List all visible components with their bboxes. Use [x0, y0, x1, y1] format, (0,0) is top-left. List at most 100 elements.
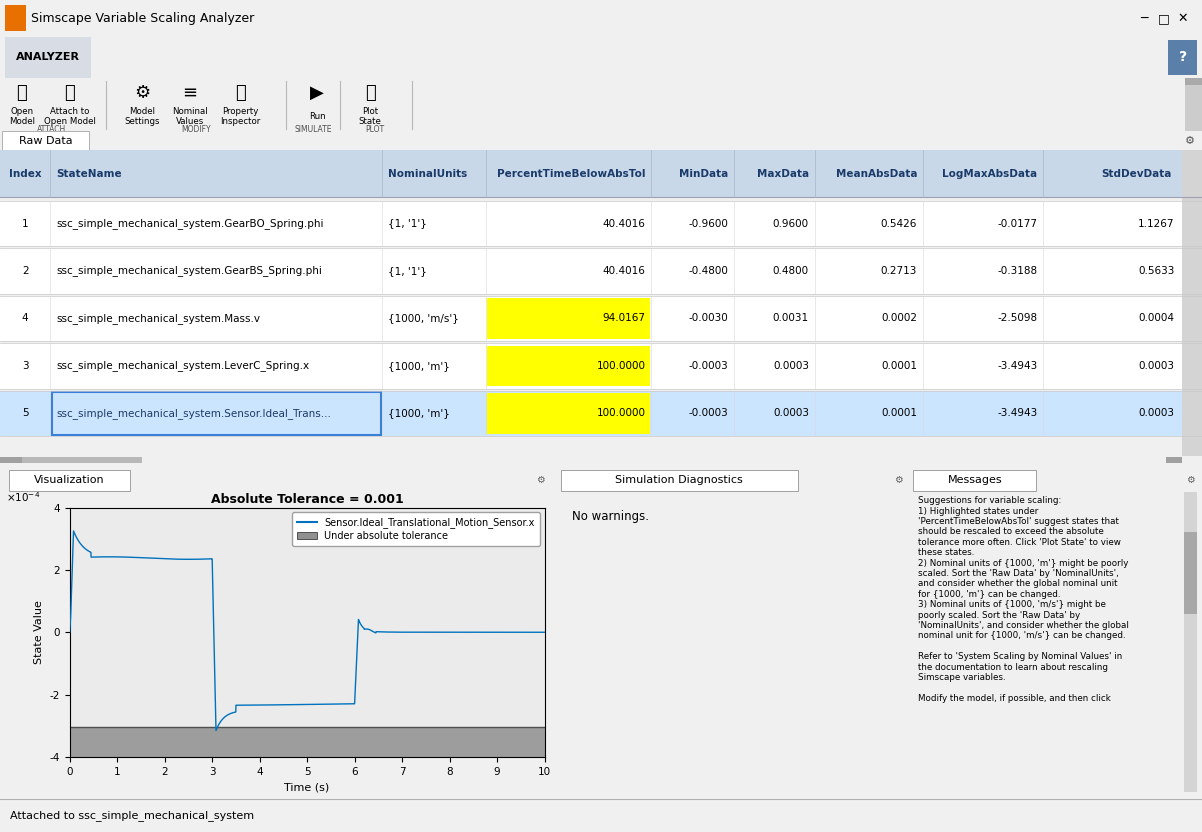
Text: 40.4016: 40.4016: [602, 266, 645, 276]
Text: ANALYZER: ANALYZER: [16, 52, 81, 62]
Text: 0.5426: 0.5426: [881, 219, 917, 229]
Text: 0.5633: 0.5633: [1138, 266, 1174, 276]
Bar: [0, 201, 1202, 246]
Text: MODIFY: MODIFY: [182, 125, 210, 134]
Text: -0.0177: -0.0177: [998, 219, 1037, 229]
Text: -0.9600: -0.9600: [689, 219, 728, 229]
Text: 100.0000: 100.0000: [596, 361, 645, 371]
Text: 0.4800: 0.4800: [773, 266, 809, 276]
Text: 1.1267: 1.1267: [1138, 219, 1174, 229]
Text: StateName: StateName: [56, 169, 123, 179]
Text: -0.0003: -0.0003: [689, 361, 728, 371]
Legend: Sensor.Ideal_Translational_Motion_Sensor.x, Under absolute tolerance: Sensor.Ideal_Translational_Motion_Sensor…: [292, 513, 540, 546]
Bar: [1185, 78, 1202, 85]
Text: Open
Model: Open Model: [8, 106, 35, 126]
Text: 2: 2: [22, 266, 29, 276]
Text: {1000, 'm'}: {1000, 'm'}: [388, 361, 450, 371]
Text: Attached to ssc_simple_mechanical_system: Attached to ssc_simple_mechanical_system: [10, 810, 254, 821]
Text: Property
Inspector: Property Inspector: [220, 106, 261, 126]
Text: ⚙: ⚙: [1185, 136, 1195, 146]
Text: ssc_simple_mechanical_system.Sensor.Ideal_Trans...: ssc_simple_mechanical_system.Sensor.Idea…: [56, 408, 332, 418]
Text: ssc_simple_mechanical_system.GearBO_Spring.phi: ssc_simple_mechanical_system.GearBO_Spri…: [56, 218, 325, 229]
Text: MaxData: MaxData: [757, 169, 809, 179]
Text: 0.0004: 0.0004: [1138, 314, 1174, 324]
Text: Raw Data: Raw Data: [19, 136, 72, 146]
Text: ➕: ➕: [65, 84, 75, 102]
Bar: [52, 392, 381, 435]
Text: 0.0003: 0.0003: [1138, 361, 1174, 371]
Text: Run: Run: [309, 112, 326, 121]
Bar: [5, 37, 91, 78]
Text: Attach to
Open Model: Attach to Open Model: [43, 106, 96, 126]
Text: Visualization: Visualization: [34, 475, 105, 485]
Text: PercentTimeBelowAbsTol: PercentTimeBelowAbsTol: [496, 169, 645, 179]
Text: 🔎: 🔎: [236, 84, 245, 102]
Title: Absolute Tolerance = 0.001: Absolute Tolerance = 0.001: [210, 493, 404, 507]
Text: ≡: ≡: [183, 84, 197, 102]
Text: ⚙: ⚙: [133, 84, 150, 102]
Text: 94.0167: 94.0167: [602, 314, 645, 324]
Text: {1, '1'}: {1, '1'}: [388, 219, 427, 229]
Text: $\times10^{-4}$: $\times10^{-4}$: [6, 490, 40, 503]
Text: Plot
State: Plot State: [358, 106, 382, 126]
Bar: [1166, 457, 1182, 463]
Text: MeanAbsData: MeanAbsData: [835, 169, 917, 179]
Text: Simscape Variable Scaling Analyzer: Simscape Variable Scaling Analyzer: [31, 12, 255, 25]
Bar: [487, 394, 650, 433]
Text: 100.0000: 100.0000: [596, 409, 645, 418]
Text: ATTACH: ATTACH: [37, 125, 66, 134]
Text: -0.4800: -0.4800: [689, 266, 728, 276]
Text: -3.4943: -3.4943: [998, 361, 1037, 371]
Text: 5: 5: [22, 409, 29, 418]
Text: SIMULATE: SIMULATE: [294, 125, 333, 134]
Text: Simulation Diagnostics: Simulation Diagnostics: [615, 475, 743, 485]
Bar: [5, 6, 26, 31]
Text: 0.9600: 0.9600: [773, 219, 809, 229]
Text: ⚙: ⚙: [536, 475, 546, 485]
Text: 40.4016: 40.4016: [602, 219, 645, 229]
Y-axis label: State Value: State Value: [34, 601, 44, 664]
Text: ⚙: ⚙: [894, 475, 903, 485]
Bar: [487, 346, 650, 386]
Text: ▶: ▶: [310, 84, 325, 102]
Bar: [2, 131, 89, 150]
Bar: [0, 344, 1202, 389]
Text: {1000, 'm/s'}: {1000, 'm/s'}: [388, 314, 459, 324]
Text: PLOT: PLOT: [365, 125, 385, 134]
Text: ⚙: ⚙: [1186, 475, 1195, 485]
Text: No warnings.: No warnings.: [572, 510, 649, 522]
Text: 0.0003: 0.0003: [773, 409, 809, 418]
Text: Nominal
Values: Nominal Values: [172, 106, 208, 126]
Text: 0.0003: 0.0003: [773, 361, 809, 371]
Text: LogMaxAbsData: LogMaxAbsData: [942, 169, 1037, 179]
Text: 0.0031: 0.0031: [773, 314, 809, 324]
Text: {1000, 'm'}: {1000, 'm'}: [388, 409, 450, 418]
Text: ✕: ✕: [1178, 12, 1188, 25]
Bar: [1168, 40, 1197, 75]
Text: □: □: [1158, 12, 1170, 25]
Text: Suggestions for variable scaling:
1) Highlighted states under
'PercentTimeBelowA: Suggestions for variable scaling: 1) Hig…: [918, 496, 1129, 703]
Bar: [1184, 492, 1197, 792]
Text: ─: ─: [1141, 12, 1148, 25]
Bar: [487, 298, 650, 339]
Text: 3: 3: [22, 361, 29, 371]
Text: MinData: MinData: [679, 169, 728, 179]
Bar: [1182, 150, 1202, 456]
Bar: [0, 457, 22, 463]
Text: Messages: Messages: [948, 475, 1002, 485]
Bar: [914, 470, 1036, 491]
Text: 📂: 📂: [17, 84, 26, 102]
Text: 0.0001: 0.0001: [881, 361, 917, 371]
Text: 4: 4: [22, 314, 29, 324]
Bar: [0, 150, 1202, 197]
Text: 📈: 📈: [365, 84, 375, 102]
Text: {1, '1'}: {1, '1'}: [388, 266, 427, 276]
Text: ssc_simple_mechanical_system.LeverC_Spring.x: ssc_simple_mechanical_system.LeverC_Spri…: [56, 360, 310, 371]
Bar: [1184, 532, 1197, 613]
Bar: [0, 391, 1202, 436]
Text: StdDevData: StdDevData: [1101, 169, 1172, 179]
Bar: [0, 296, 1202, 341]
Text: 0.2713: 0.2713: [881, 266, 917, 276]
Bar: [10, 470, 130, 491]
Text: -2.5098: -2.5098: [998, 314, 1037, 324]
